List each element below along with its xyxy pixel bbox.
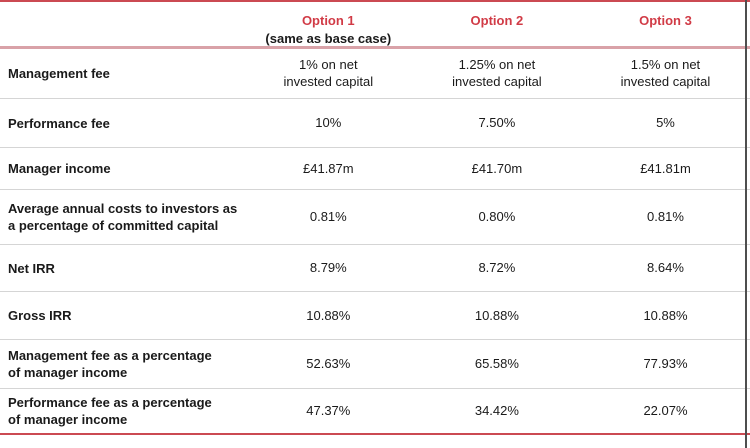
table-row-management-fee: Management fee 1% on net invested capita… (0, 49, 750, 99)
row-label: Management fee (8, 66, 110, 81)
table-row-average-annual-costs: Average annual costs to investors as a p… (0, 190, 750, 245)
cell-option1: 10% (315, 115, 342, 130)
column-header-option2: Option 2 (413, 2, 582, 46)
table-row-performance-fee: Performance fee 10% 7.50% 5% (0, 99, 750, 148)
cell-option2: 1.25% on net invested capital (452, 57, 542, 89)
row-label: Performance fee (8, 115, 110, 131)
cell-option2: 65.58% (474, 356, 519, 371)
row-label: Management fee as a percentage of manage… (8, 348, 212, 380)
option2-title: Option 2 (470, 13, 524, 28)
column-header-option3: Option 3 (581, 2, 750, 46)
cell-option1: £41.87m (303, 160, 354, 176)
cell-option3: £41.81m (640, 160, 691, 176)
row-label: Manager income (8, 161, 111, 176)
cell-option1: 52.63% (306, 356, 351, 371)
cell-option2: 8.72% (478, 260, 516, 275)
column-header-option1: Option 1 (same as base case) (244, 2, 413, 46)
cell-option3: 10.88% (643, 307, 688, 323)
cell-option3: 5% (656, 115, 675, 130)
row-label: Average annual costs to investors as a p… (8, 201, 238, 233)
cell-option2: 34.42% (474, 403, 519, 418)
table-row-gross-irr: Gross IRR 10.88% 10.88% 10.88% (0, 292, 750, 340)
cell-option3: 77.93% (643, 356, 688, 371)
option3-title: Option 3 (639, 13, 692, 28)
cell-option3: 22.07% (643, 403, 688, 418)
row-label: Gross IRR (8, 308, 72, 323)
table-row-performance-fee-pct: Performance fee as a percentage of manag… (0, 389, 750, 435)
option1-title: Option 1 (301, 13, 355, 28)
option1-subtitle: (same as base case) (265, 31, 392, 46)
window-right-edge (745, 0, 747, 448)
table-row-net-irr: Net IRR 8.79% 8.72% 8.64% (0, 245, 750, 292)
cell-option2: £41.70m (471, 160, 523, 176)
fee-options-table: Option 1 (same as base case) Option 2 Op… (0, 0, 750, 435)
cell-option3: 0.81% (647, 209, 684, 224)
table-row-management-fee-pct: Management fee as a percentage of manage… (0, 340, 750, 389)
table-header-row: Option 1 (same as base case) Option 2 Op… (0, 2, 750, 49)
cell-option1: 8.79% (309, 260, 347, 275)
cell-option1: 1% on net invested capital (283, 57, 374, 89)
cell-option2: 10.88% (474, 307, 519, 323)
cell-option3: 1.5% on net invested capital (620, 57, 711, 89)
table-row-manager-income: Manager income £41.87m £41.70m £41.81m (0, 148, 750, 190)
cell-option1: 47.37% (306, 403, 351, 418)
cell-option1: 0.81% (309, 209, 347, 224)
cell-option2: 0.80% (478, 209, 516, 224)
header-row-label-spacer (0, 2, 244, 46)
row-label: Net IRR (8, 260, 55, 276)
cell-option3: 8.64% (647, 260, 684, 275)
cell-option2: 7.50% (478, 115, 516, 130)
row-label: Performance fee as a percentage of manag… (8, 395, 212, 427)
cell-option1: 10.88% (306, 307, 351, 323)
